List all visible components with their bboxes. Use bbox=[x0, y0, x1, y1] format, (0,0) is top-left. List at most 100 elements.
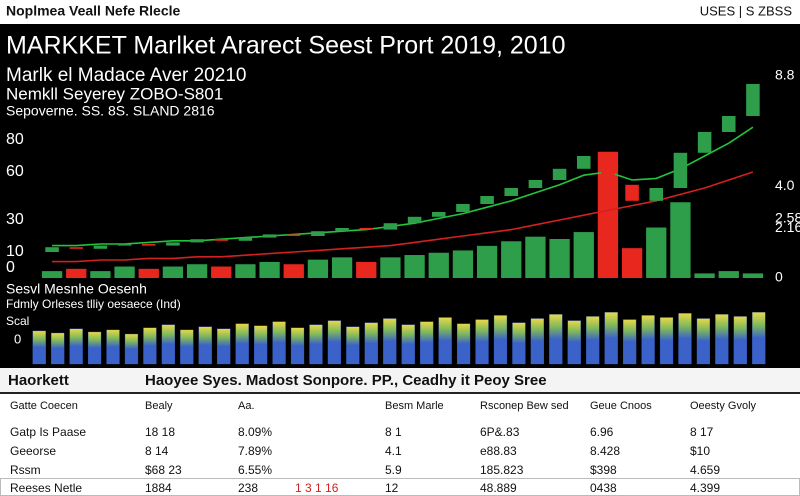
candle bbox=[311, 231, 325, 236]
table-cell: 8.09% bbox=[238, 425, 273, 439]
bar bbox=[604, 312, 618, 365]
table-cell: $398 bbox=[590, 463, 617, 477]
panel-subtitle: Fdmly Orleses tlliy oesaece (Ind) bbox=[6, 297, 181, 311]
bar bbox=[327, 320, 342, 365]
volume-bar bbox=[41, 271, 63, 278]
y2-tick-label: 2.58 bbox=[775, 209, 800, 225]
y-tick-label: 0 bbox=[14, 331, 21, 346]
candle bbox=[190, 239, 204, 243]
bar bbox=[383, 318, 397, 365]
account-info[interactable]: USES | S ZBSS bbox=[700, 3, 793, 18]
subtitle: Sepoverne. SS. 8S. SLAND 2816 bbox=[6, 103, 215, 119]
chart-background bbox=[0, 24, 800, 368]
bar bbox=[641, 315, 655, 365]
volume-bar bbox=[525, 236, 546, 278]
table-cell: 1 3 1 16 bbox=[295, 481, 339, 495]
table-cell: 8 17 bbox=[690, 425, 714, 439]
candle bbox=[69, 247, 84, 249]
y2-tick-label: 8.8 bbox=[775, 67, 795, 83]
candle bbox=[528, 180, 543, 188]
bar bbox=[143, 327, 157, 365]
candle bbox=[141, 244, 156, 246]
bar bbox=[567, 320, 581, 365]
table-cell: 0438 bbox=[590, 481, 617, 495]
table-cell: 6.55% bbox=[238, 463, 273, 477]
volume-bar bbox=[501, 241, 522, 278]
table-cell: Besm Marle bbox=[385, 400, 444, 412]
table-cell: 1884 bbox=[145, 481, 172, 495]
bar bbox=[290, 327, 305, 365]
bar bbox=[512, 322, 526, 365]
table-cell: 185.823 bbox=[480, 463, 524, 477]
volume-bar bbox=[259, 261, 280, 278]
bar bbox=[420, 321, 434, 365]
candle bbox=[93, 245, 108, 249]
candle bbox=[697, 132, 712, 153]
bar bbox=[475, 319, 489, 365]
candle bbox=[673, 152, 688, 188]
candle bbox=[504, 188, 519, 196]
y-tick-label: 10 bbox=[6, 243, 24, 260]
bar bbox=[493, 315, 508, 365]
table-cell: Rsconep Bew sed bbox=[480, 400, 569, 412]
volume-bar bbox=[90, 271, 111, 278]
table-cell: 6.96 bbox=[590, 425, 614, 439]
candle bbox=[480, 196, 494, 204]
bar bbox=[586, 316, 600, 365]
table-cell: 238 bbox=[238, 481, 259, 495]
candle bbox=[625, 184, 639, 201]
candle bbox=[431, 212, 446, 217]
candle bbox=[262, 234, 277, 238]
volume-bar bbox=[742, 273, 764, 278]
bar bbox=[161, 324, 175, 365]
volume-bar bbox=[476, 245, 498, 278]
table-cell: 7.89% bbox=[238, 444, 273, 458]
bar bbox=[106, 329, 120, 365]
table-cell: 4.659 bbox=[690, 463, 721, 477]
table-cell: Gatte Coecen bbox=[10, 400, 78, 412]
top-bar bbox=[0, 0, 800, 24]
bar bbox=[235, 323, 249, 365]
table-cell: 8 1 bbox=[385, 425, 402, 439]
table-cell: 12 bbox=[385, 481, 399, 495]
candle bbox=[286, 234, 301, 236]
bar bbox=[752, 312, 766, 365]
candle bbox=[552, 168, 567, 180]
volume-bar bbox=[235, 264, 256, 278]
bar bbox=[217, 328, 231, 365]
table-cell: Aa. bbox=[238, 400, 255, 412]
candle bbox=[746, 84, 760, 116]
panel-scale: Scal bbox=[6, 314, 29, 328]
y-tick-label: 60 bbox=[6, 163, 24, 180]
bar bbox=[530, 318, 544, 365]
table-cell: 6P&.83 bbox=[480, 425, 520, 439]
table-cell: Reeses Netle bbox=[10, 481, 83, 495]
bar bbox=[659, 317, 674, 365]
volume-bar bbox=[283, 264, 304, 278]
table-cell: Bealy bbox=[145, 400, 173, 412]
volume-bar bbox=[162, 266, 184, 278]
candle bbox=[238, 237, 253, 241]
y-tick-label: 0 bbox=[6, 259, 15, 276]
candle bbox=[456, 204, 470, 212]
volume-bar bbox=[380, 257, 401, 278]
bar bbox=[364, 322, 378, 365]
bar bbox=[180, 329, 194, 365]
bar bbox=[32, 330, 46, 365]
volume-bar bbox=[646, 227, 667, 278]
candle bbox=[166, 242, 180, 246]
volume-bar bbox=[138, 268, 159, 278]
panel-title: Sesvl Mesnhe Oesenh bbox=[6, 281, 147, 297]
bar bbox=[124, 333, 139, 365]
y2-tick-label: 4.0 bbox=[775, 177, 795, 193]
volume-bar bbox=[621, 248, 643, 278]
bar bbox=[69, 328, 83, 365]
table-cell: 4.1 bbox=[385, 444, 402, 458]
table-cell: 8 14 bbox=[145, 444, 169, 458]
table-rule bbox=[0, 368, 800, 394]
table-rule bbox=[0, 478, 800, 496]
bar bbox=[438, 317, 452, 365]
bar bbox=[272, 321, 286, 365]
table-cell: 8.428 bbox=[590, 444, 621, 458]
